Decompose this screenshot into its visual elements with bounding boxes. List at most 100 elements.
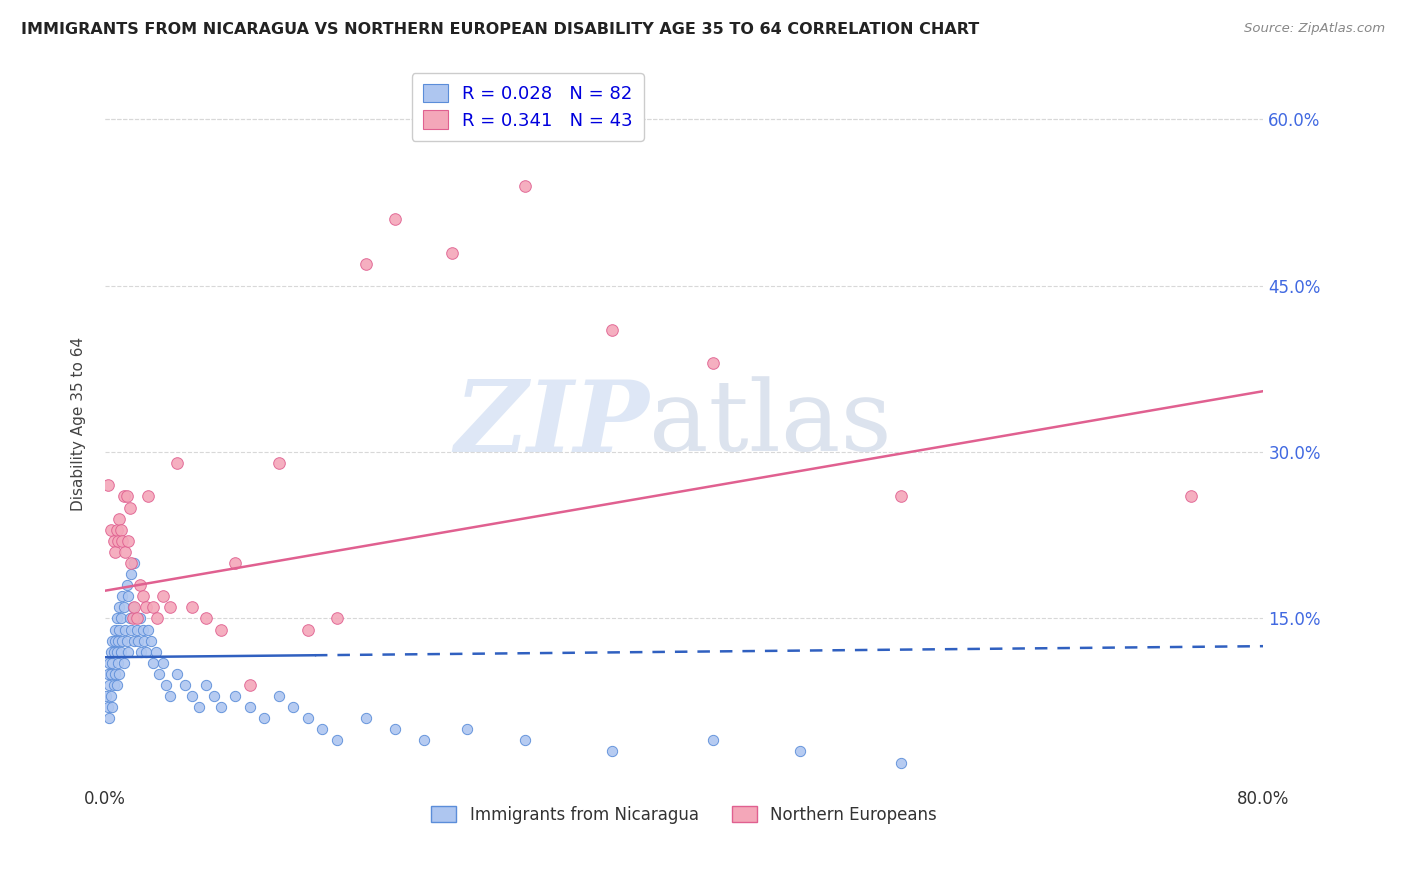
Point xyxy=(141,633,163,648)
Point xyxy=(115,490,138,504)
Point xyxy=(135,600,157,615)
Point xyxy=(110,645,132,659)
Point xyxy=(117,589,139,603)
Point xyxy=(118,500,141,515)
Point xyxy=(325,733,347,747)
Point xyxy=(354,711,377,725)
Point xyxy=(111,533,134,548)
Point xyxy=(115,578,138,592)
Point xyxy=(103,533,125,548)
Point xyxy=(239,678,262,692)
Point xyxy=(702,356,724,370)
Point xyxy=(120,623,142,637)
Point xyxy=(142,600,165,615)
Text: IMMIGRANTS FROM NICARAGUA VS NORTHERN EUROPEAN DISABILITY AGE 35 TO 64 CORRELATI: IMMIGRANTS FROM NICARAGUA VS NORTHERN EU… xyxy=(21,22,980,37)
Point xyxy=(131,589,153,603)
Point xyxy=(152,656,174,670)
Point xyxy=(96,689,118,703)
Point xyxy=(159,689,181,703)
Point xyxy=(142,656,165,670)
Point xyxy=(108,623,131,637)
Point xyxy=(108,666,131,681)
Point xyxy=(100,666,122,681)
Point xyxy=(121,611,143,625)
Point xyxy=(354,257,377,271)
Point xyxy=(180,689,202,703)
Point xyxy=(513,733,536,747)
Point xyxy=(311,723,333,737)
Text: atlas: atlas xyxy=(650,376,893,472)
Point xyxy=(105,611,128,625)
Point xyxy=(125,623,148,637)
Point xyxy=(124,611,146,625)
Point xyxy=(297,711,319,725)
Point xyxy=(115,633,138,648)
Point xyxy=(97,478,120,492)
Point xyxy=(118,611,141,625)
Point xyxy=(224,556,246,570)
Point xyxy=(97,666,120,681)
Point xyxy=(166,666,188,681)
Point xyxy=(104,623,127,637)
Point xyxy=(100,645,122,659)
Point xyxy=(100,523,122,537)
Point xyxy=(110,523,132,537)
Point xyxy=(98,711,121,725)
Point xyxy=(101,656,124,670)
Point xyxy=(105,523,128,537)
Point xyxy=(325,611,347,625)
Point xyxy=(600,744,623,758)
Y-axis label: Disability Age 35 to 64: Disability Age 35 to 64 xyxy=(72,337,86,511)
Point xyxy=(114,623,136,637)
Point xyxy=(103,678,125,692)
Point xyxy=(195,611,218,625)
Point xyxy=(155,678,177,692)
Point xyxy=(120,567,142,582)
Point xyxy=(173,678,195,692)
Point xyxy=(105,678,128,692)
Point xyxy=(412,733,434,747)
Point xyxy=(209,700,232,714)
Point xyxy=(152,589,174,603)
Point xyxy=(98,656,121,670)
Point xyxy=(145,645,167,659)
Legend: Immigrants from Nicaragua, Northern Europeans: Immigrants from Nicaragua, Northern Euro… xyxy=(425,799,943,830)
Point xyxy=(101,633,124,648)
Point xyxy=(224,689,246,703)
Point xyxy=(125,611,148,625)
Point xyxy=(105,645,128,659)
Point xyxy=(112,600,135,615)
Point xyxy=(100,689,122,703)
Point xyxy=(117,645,139,659)
Point xyxy=(297,623,319,637)
Point xyxy=(202,689,225,703)
Point xyxy=(104,633,127,648)
Point xyxy=(131,623,153,637)
Point xyxy=(122,556,145,570)
Point xyxy=(456,723,478,737)
Point xyxy=(122,633,145,648)
Point xyxy=(108,600,131,615)
Point xyxy=(107,633,129,648)
Point xyxy=(98,678,121,692)
Point xyxy=(120,556,142,570)
Point xyxy=(103,645,125,659)
Point xyxy=(789,744,811,758)
Point xyxy=(138,623,160,637)
Point xyxy=(127,633,149,648)
Point xyxy=(138,490,160,504)
Point xyxy=(110,611,132,625)
Point xyxy=(111,589,134,603)
Point xyxy=(890,756,912,770)
Point xyxy=(97,700,120,714)
Point xyxy=(890,490,912,504)
Point xyxy=(114,545,136,559)
Point xyxy=(166,456,188,470)
Point xyxy=(107,533,129,548)
Point xyxy=(121,600,143,615)
Point xyxy=(117,533,139,548)
Point xyxy=(267,456,290,470)
Point xyxy=(107,656,129,670)
Point xyxy=(209,623,232,637)
Point xyxy=(128,578,150,592)
